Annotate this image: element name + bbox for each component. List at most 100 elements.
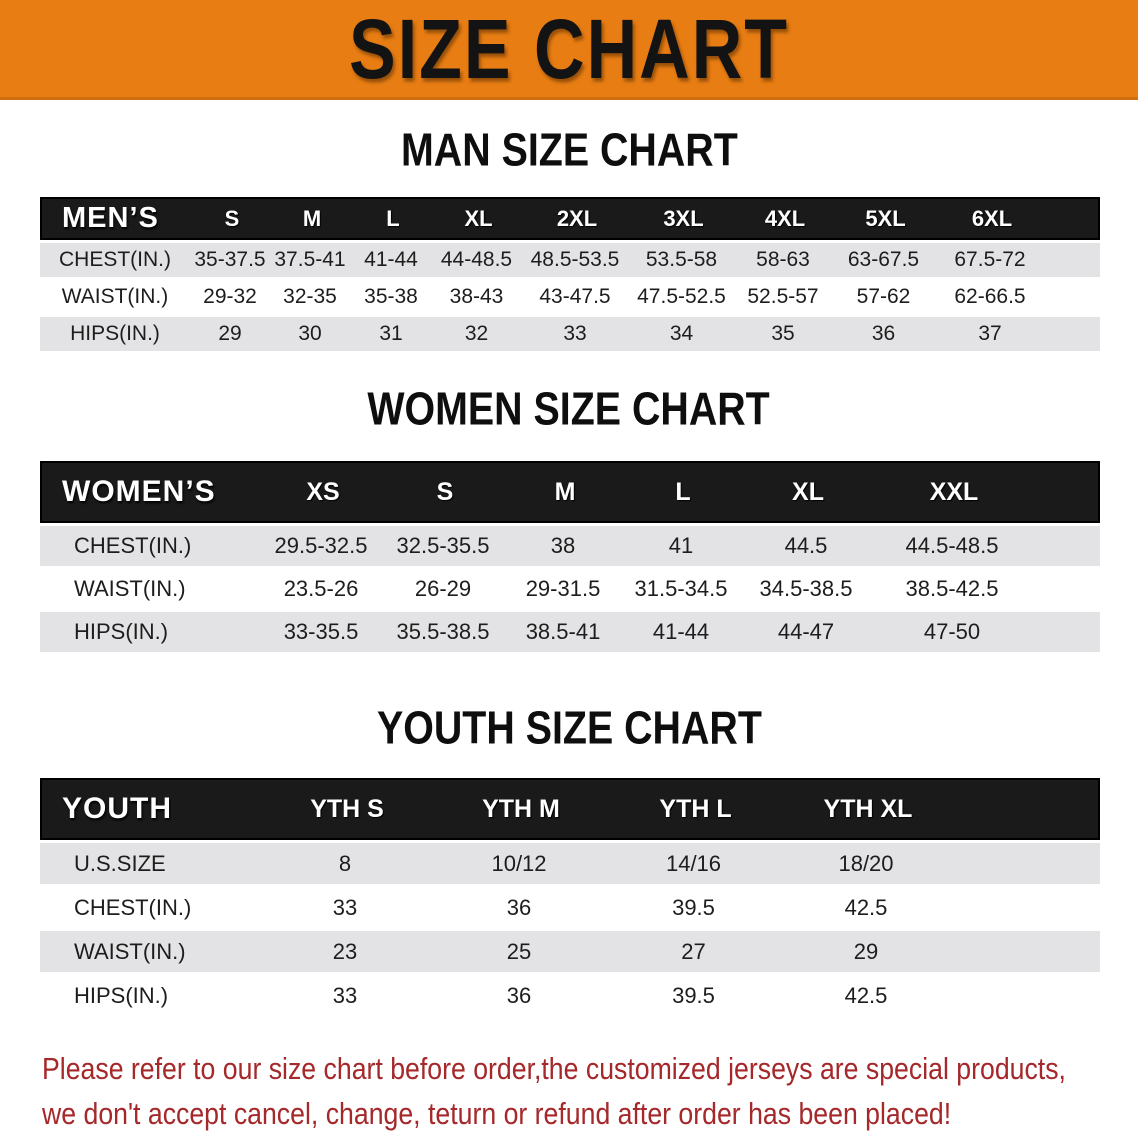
size-column-header: XS <box>306 477 340 506</box>
section-heading: MAN SIZE CHART <box>0 124 1138 176</box>
size-value: 42.5 <box>844 894 888 920</box>
table-header-row: MEN’S S M L XL 2XL 3XL 4XL 5XL 6XL <box>40 197 1100 240</box>
size-value: 44-47 <box>777 619 835 644</box>
size-value: 42.5 <box>844 982 888 1008</box>
row-label: CHEST(IN.) <box>74 533 192 558</box>
row-label: CHEST(IN.) <box>74 894 192 920</box>
table-group-label: MEN’S <box>62 202 159 234</box>
size-value: 38.5-42.5 <box>905 576 999 601</box>
size-value: 44.5 <box>784 533 828 558</box>
size-value: 44-48.5 <box>440 248 513 271</box>
size-value: 37.5-41 <box>274 248 346 271</box>
size-value: 14/16 <box>665 850 722 876</box>
table-row: HIPS(IN.) 33-35.5 35.5-38.5 38.5-41 41-44 44-… <box>40 612 1100 652</box>
size-value: 39.5 <box>672 982 715 1008</box>
size-value: 35-38 <box>364 285 418 308</box>
size-value: 31.5-34.5 <box>634 576 728 601</box>
section-heading-text: YOUTH SIZE CHART <box>376 702 762 754</box>
size-column-header: L <box>386 205 400 231</box>
size-value: 36 <box>506 982 532 1008</box>
size-value: 38.5-41 <box>525 619 601 644</box>
table-row: HIPS(IN.) 33 36 39.5 42.5 <box>40 975 1100 1016</box>
table-row: CHEST(IN.) 33 36 39.5 42.5 <box>40 887 1100 928</box>
size-column-header: YTH M <box>482 794 560 823</box>
size-value: 29-32 <box>203 285 257 308</box>
notice-line-1: Please refer to our size chart before or… <box>42 1051 1066 1086</box>
size-column-header: S <box>436 477 454 506</box>
order-notice: Please refer to our size chart before or… <box>42 1046 1138 1132</box>
size-column-header: 4XL <box>764 205 806 231</box>
size-value: 37 <box>978 322 1002 345</box>
row-label: CHEST(IN.) <box>59 248 171 271</box>
row-label: WAIST(IN.) <box>61 285 169 308</box>
size-value: 32 <box>464 322 489 345</box>
size-value: 47-50 <box>923 619 981 644</box>
size-value: 25 <box>506 938 532 964</box>
banner: SIZE CHART <box>0 0 1138 100</box>
size-value: 36 <box>506 894 532 920</box>
size-column-header: M <box>302 205 322 231</box>
size-value: 63-67.5 <box>847 248 920 271</box>
section-heading-text: MAN SIZE CHART <box>400 124 738 176</box>
size-value: 30 <box>298 322 322 345</box>
size-value: 32-35 <box>283 285 337 308</box>
size-column-header: 5XL <box>865 205 906 231</box>
banner-title: SIZE CHART <box>349 1 789 96</box>
size-column-header: YTH L <box>659 794 732 823</box>
size-value: 33 <box>563 322 587 345</box>
size-value: 36 <box>871 322 896 345</box>
table-row: HIPS(IN.) 29 30 31 32 33 34 35 36 37 <box>40 317 1100 351</box>
size-column-header: XXL <box>929 477 979 506</box>
size-value: 35.5-38.5 <box>396 619 490 644</box>
size-value: 35-37.5 <box>194 248 266 271</box>
size-value: 10/12 <box>491 850 547 876</box>
size-value: 18/20 <box>838 850 894 876</box>
row-label: U.S.SIZE <box>74 850 166 876</box>
row-label: HIPS(IN.) <box>74 619 169 644</box>
size-value: 29-31.5 <box>525 576 601 601</box>
size-column-header: 3XL <box>663 205 704 231</box>
size-value: 35 <box>771 322 795 345</box>
size-value: 41-44 <box>364 248 418 271</box>
table-group-label: YOUTH <box>62 792 172 825</box>
table-row: WAIST(IN.) 23 25 27 29 <box>40 931 1100 972</box>
size-value: 44.5-48.5 <box>905 533 999 558</box>
size-column-header: L <box>675 477 691 506</box>
row-label: WAIST(IN.) <box>74 576 186 601</box>
table-header-row: YOUTH YTH S YTH M YTH L YTH XL <box>40 778 1100 840</box>
size-value: 32.5-35.5 <box>396 533 490 558</box>
size-column-header: XL <box>464 205 493 231</box>
size-table: MEN’S S M L XL 2XL 3XL 4XL 5XL 6XL CHEST(IN.) 35-3… <box>40 197 1100 351</box>
size-value: 38-43 <box>449 285 504 308</box>
size-value: 48.5-53.5 <box>530 248 620 271</box>
size-value: 41 <box>668 533 694 558</box>
table-header-row: WOMEN’S XS S M L XL XXL <box>40 461 1100 523</box>
size-value: 62-66.5 <box>954 285 1026 308</box>
size-value: 38 <box>550 533 576 558</box>
size-chart-section: YOUTH SIZE CHART YOUTH YTH S YTH M YTH L YTH… <box>0 702 1138 1016</box>
size-value: 33-35.5 <box>283 619 359 644</box>
row-label: HIPS(IN.) <box>74 982 169 1008</box>
size-value: 58-63 <box>756 248 810 271</box>
size-column-header: XL <box>792 477 824 506</box>
table-row: U.S.SIZE 8 10/12 14/16 18/20 <box>40 843 1100 884</box>
row-label: HIPS(IN.) <box>70 322 160 345</box>
size-value: 29 <box>218 322 242 345</box>
size-value: 43-47.5 <box>539 285 611 308</box>
size-value: 53.5-58 <box>645 248 718 271</box>
size-value: 27 <box>681 938 706 964</box>
size-value: 39.5 <box>672 894 715 920</box>
row-label: WAIST(IN.) <box>74 938 186 964</box>
size-table: YOUTH YTH S YTH M YTH L YTH XL U.S.SIZE 8 10/1… <box>40 778 1100 1016</box>
table-row: WAIST(IN.) 23.5-26 26-29 29-31.5 31.5-34.5 34… <box>40 569 1100 609</box>
size-value: 31 <box>379 322 403 345</box>
section-heading: YOUTH SIZE CHART <box>0 702 1138 754</box>
table-row: CHEST(IN.) 29.5-32.5 32.5-35.5 38 41 44.5 44.5… <box>40 526 1100 566</box>
size-column-header: S <box>224 205 240 231</box>
size-value: 41-44 <box>652 619 710 644</box>
notice-line-2: we don't accept cancel, change, teturn o… <box>42 1096 952 1131</box>
size-chart-section: MAN SIZE CHART MEN’S S M L XL 2XL 3XL 4XL 5XL 6XL… <box>0 124 1138 351</box>
size-value: 34.5-38.5 <box>759 576 853 601</box>
size-value: 8 <box>338 850 352 876</box>
